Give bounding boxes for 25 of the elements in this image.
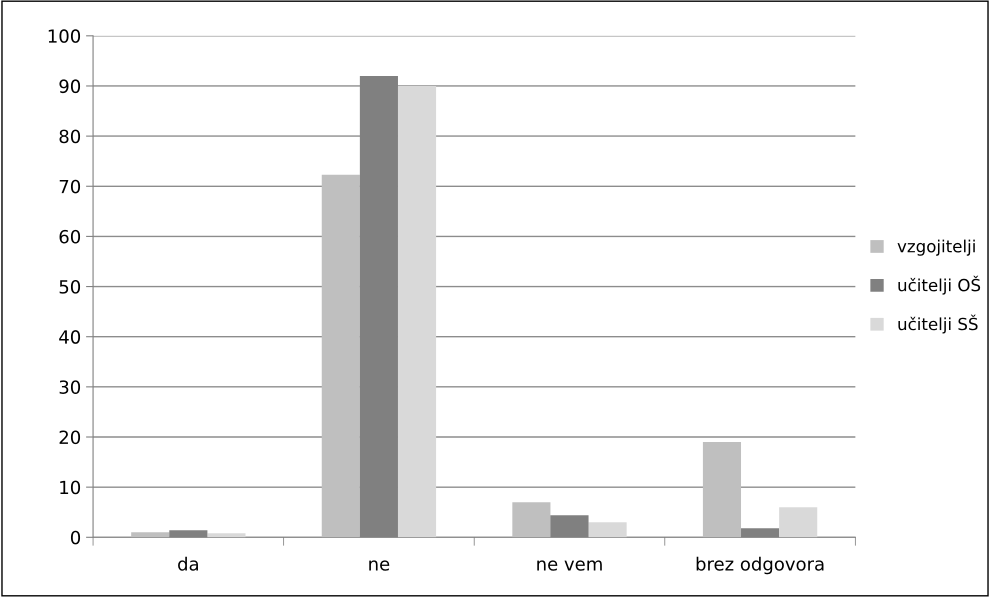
y-tick-label: 0 — [70, 530, 80, 544]
x-tick-label: da — [178, 556, 198, 571]
y-tick-label: 100 — [48, 29, 80, 43]
y-tick-label: 10 — [60, 480, 80, 494]
legend-label: vzgojitelji — [898, 240, 975, 256]
y-tick-label: 20 — [60, 430, 80, 444]
bar — [322, 174, 360, 538]
y-tick-label: 90 — [59, 79, 80, 94]
x-tick-label: ne vem — [537, 560, 602, 571]
bar — [131, 532, 170, 538]
x-tick-label: ne — [369, 560, 390, 571]
bar — [588, 522, 627, 538]
legend-label: učitelji OŠ — [898, 276, 980, 295]
bar — [512, 502, 550, 538]
y-tick-label: 70 — [60, 180, 80, 194]
x-tick-label: brez odgovora — [696, 556, 824, 574]
legend-label: učitelji SŠ — [898, 314, 978, 334]
bar — [398, 86, 436, 538]
y-tick-label: 60 — [60, 230, 80, 244]
y-tick-label: 80 — [60, 130, 80, 144]
bar — [779, 507, 818, 538]
y-tick-label: 30 — [60, 380, 80, 394]
bar — [702, 442, 742, 538]
y-tick-label: 50 — [60, 280, 80, 294]
y-tick-label: 40 — [59, 330, 80, 344]
